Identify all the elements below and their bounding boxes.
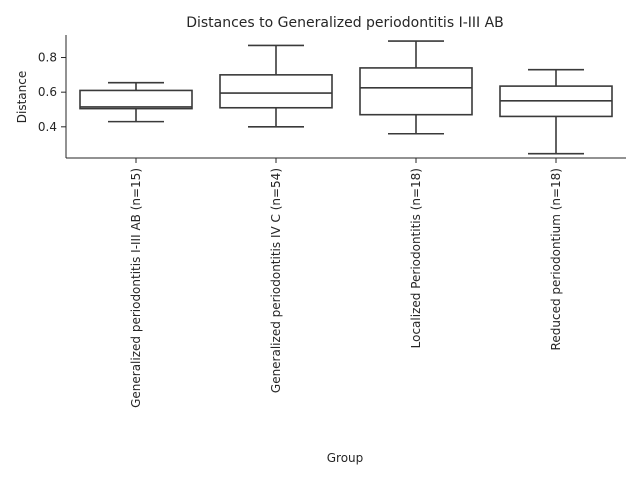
y-tick-label: 0.8 (38, 51, 57, 65)
box-iqr (359, 67, 473, 116)
x-tick-label: Generalized periodontitis I-III AB (n=15… (129, 168, 143, 408)
x-tick-label: Reduced periodontium (n=18) (549, 168, 563, 350)
box-iqr (79, 89, 193, 110)
box-iqr (219, 74, 333, 109)
plot-area: 0.4 0.6 0.8 Generalized periodontitis I-III… (38, 40, 613, 408)
y-axis-label: Distance (15, 71, 29, 123)
x-tick-label: Generalized periodontitis IV C (n=54) (269, 168, 283, 393)
y-tick-label: 0.6 (38, 85, 57, 99)
x-axis-label: Group (327, 451, 364, 465)
y-tick-label: 0.4 (38, 120, 57, 134)
chart-title: Distances to Generalized periodontitis I… (186, 15, 504, 31)
x-tick-label: Localized Periodontitis (n=18) (409, 168, 423, 348)
